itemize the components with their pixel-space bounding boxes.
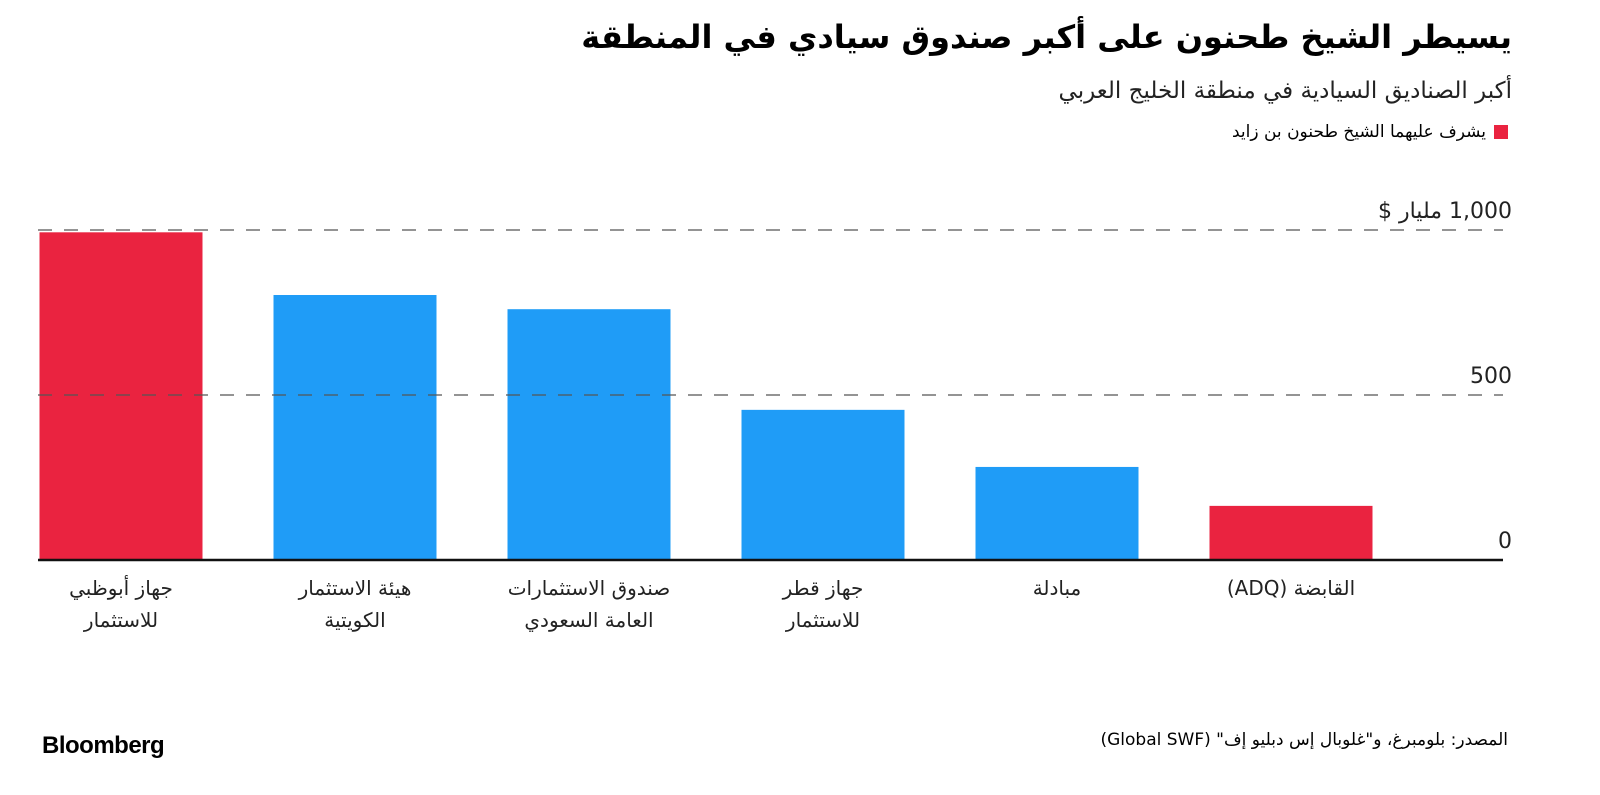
- x-tick-label: القابضة (ADQ): [1226, 576, 1356, 600]
- chart-subtitle: أكبر الصناديق السيادية في منطقة الخليج ا…: [1058, 78, 1512, 104]
- bar: [975, 466, 1139, 560]
- legend: يشرف عليهما الشيخ طحنون بن زايد: [1232, 122, 1508, 142]
- x-tick-label: هيئة الاستثمار الكويتية: [298, 576, 412, 632]
- x-tick-label: جهاز قطر للاستثمار: [782, 576, 864, 632]
- x-tick-label: مبادلة: [1032, 576, 1082, 600]
- bar: [39, 232, 203, 560]
- x-tick-label: جهاز أبوظبي للاستثمار: [69, 576, 173, 632]
- legend-swatch: [1494, 125, 1508, 139]
- bar: [507, 309, 671, 560]
- brand-logo: Bloomberg: [42, 732, 165, 759]
- chart-title: يسيطر الشيخ طحنون على أكبر صندوق سيادي ف…: [581, 18, 1512, 56]
- x-tick-label: صندوق الاستثمارات العامة السعودي: [507, 576, 671, 632]
- legend-label: يشرف عليهما الشيخ طحنون بن زايد: [1232, 122, 1486, 142]
- source-note: المصدر: بلومبرغ، و"غلوبال إس دبليو إف" (…: [1100, 730, 1508, 750]
- y-tick-label: 1,000 مليار $: [1378, 199, 1512, 224]
- y-tick-label: 500: [1470, 364, 1512, 389]
- bar: [741, 409, 905, 560]
- bar: [1209, 505, 1373, 560]
- bar: [273, 295, 437, 560]
- y-tick-label: 0: [1498, 529, 1512, 554]
